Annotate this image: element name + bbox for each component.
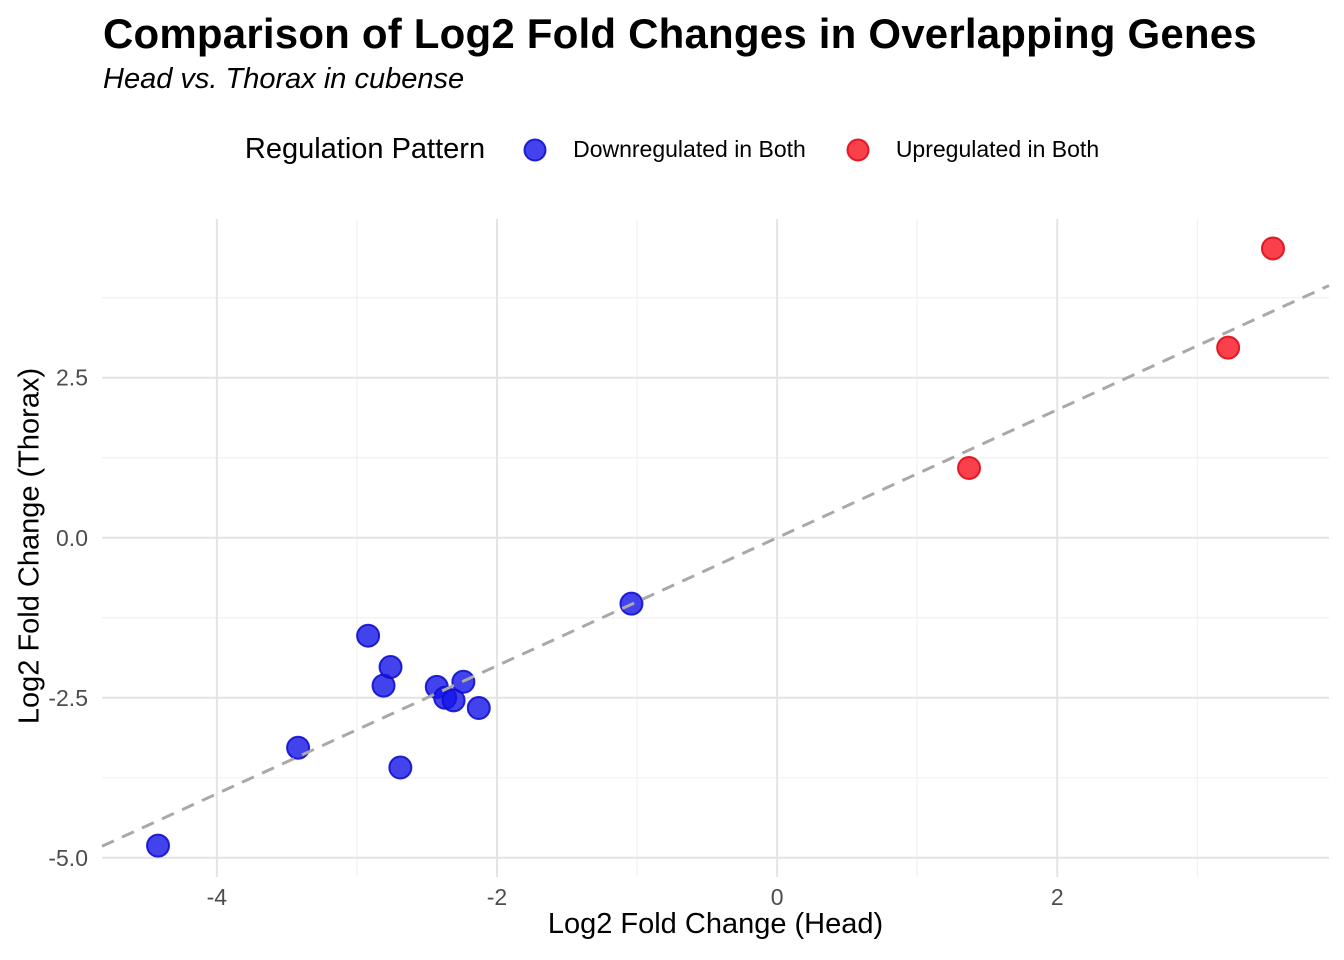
legend-label: Upregulated in Both [895, 136, 1100, 162]
chart-title: Comparison of Log2 Fold Changes in Overl… [103, 10, 1257, 57]
identity-reference-line [101, 284, 1330, 848]
data-point-upregulated [1216, 335, 1241, 360]
red-dot-icon [846, 138, 870, 161]
data-point-downregulated [388, 755, 413, 780]
legend-item-downregulated: Downregulated in Both [523, 136, 806, 163]
x-tick-label: 2 [1051, 884, 1064, 910]
data-point-downregulated [378, 655, 403, 680]
data-point-downregulated [441, 688, 466, 713]
legend-title: Regulation Pattern [244, 133, 486, 165]
x-tick-label: -2 [487, 884, 507, 910]
y-tick-label: -2.5 [48, 685, 88, 711]
data-point-upregulated [957, 455, 982, 480]
legend-label: Downregulated in Both [573, 136, 806, 162]
y-tick-label: -5.0 [48, 845, 88, 871]
data-point-downregulated [286, 735, 311, 760]
y-axis-title: Log2 Fold Change (Thorax) [13, 367, 46, 725]
x-axis-title: Log2 Fold Change (Head) [547, 908, 884, 940]
y-tick-label: 0.0 [56, 525, 88, 551]
legend-item-upregulated: Upregulated in Both [846, 136, 1099, 163]
blue-dot-icon [523, 138, 547, 161]
x-tick-label: 0 [771, 884, 784, 910]
chart-subtitle: Head vs. Thorax in cubense [103, 63, 465, 95]
data-point-downregulated [146, 833, 171, 858]
x-tick-label: -4 [207, 884, 228, 910]
data-point-downregulated [356, 623, 381, 648]
y-tick-label: 2.5 [56, 365, 88, 391]
data-point-downregulated [466, 696, 491, 721]
legend: Regulation Pattern Downregulated in Both… [0, 133, 1344, 166]
data-point-upregulated [1260, 236, 1285, 261]
